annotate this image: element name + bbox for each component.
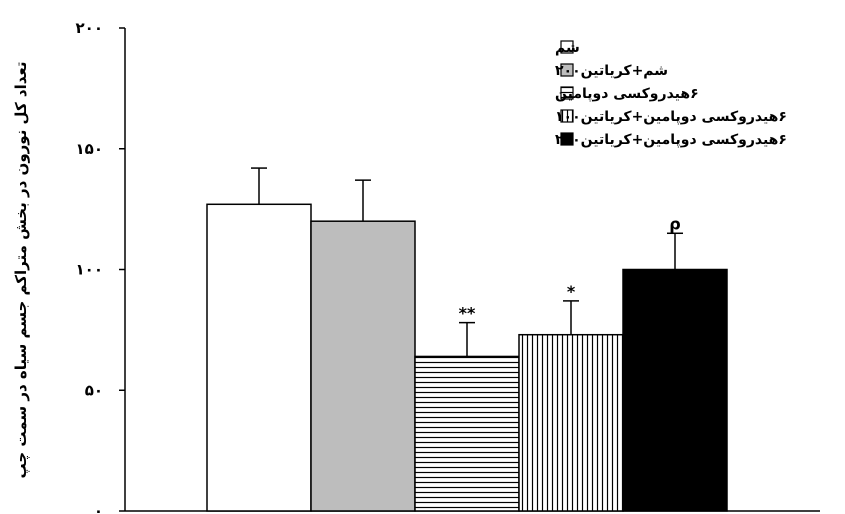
legend-label: ۶هیدروکسی دوپامین [555, 86, 699, 102]
y-tick-label: ۱۰۰ [76, 261, 103, 279]
legend-label: ۶هیدروکسی دوپامین+کریاتین۱۰۰ [555, 109, 787, 125]
legend-swatch [560, 86, 574, 100]
bar [206, 203, 312, 512]
bar [518, 333, 624, 512]
bars [206, 203, 728, 512]
legend-swatch [560, 109, 574, 123]
significance-label: ρ [669, 214, 680, 233]
annotations: ***ρ [459, 214, 681, 322]
legend-label: شم [555, 40, 580, 56]
bar [414, 355, 520, 512]
y-tick-label: ۲۰۰ [76, 19, 103, 37]
y-tick-label: ۱۵۰ [76, 140, 103, 158]
legend: شم شم+کریاتین۲۰۰ ۶هیدروکسی دوپامین ۶هیدروکس… [555, 40, 787, 148]
y-tick-label: ۰ [94, 502, 103, 514]
y-axis-label: تعداد کل نورون در بخش متراکم جسم سیاه در… [12, 62, 31, 479]
bar [310, 220, 416, 512]
legend-label: شم+کریاتین۲۰۰ [555, 63, 668, 79]
significance-label: ** [459, 304, 476, 323]
significance-label: * [567, 282, 576, 301]
y-tick-label: ۵۰ [85, 381, 103, 399]
legend-label: ۶هیدروکسی دوپامین+کریاتین۲۰۰ [555, 132, 787, 148]
legend-swatch [560, 132, 574, 146]
bar [622, 268, 728, 512]
legend-swatch [560, 63, 574, 77]
error-bars [251, 167, 683, 357]
y-ticks: ۰ ۵۰ ۱۰۰ ۱۵۰ ۲۰۰ [76, 19, 125, 514]
legend-swatch [560, 40, 574, 54]
